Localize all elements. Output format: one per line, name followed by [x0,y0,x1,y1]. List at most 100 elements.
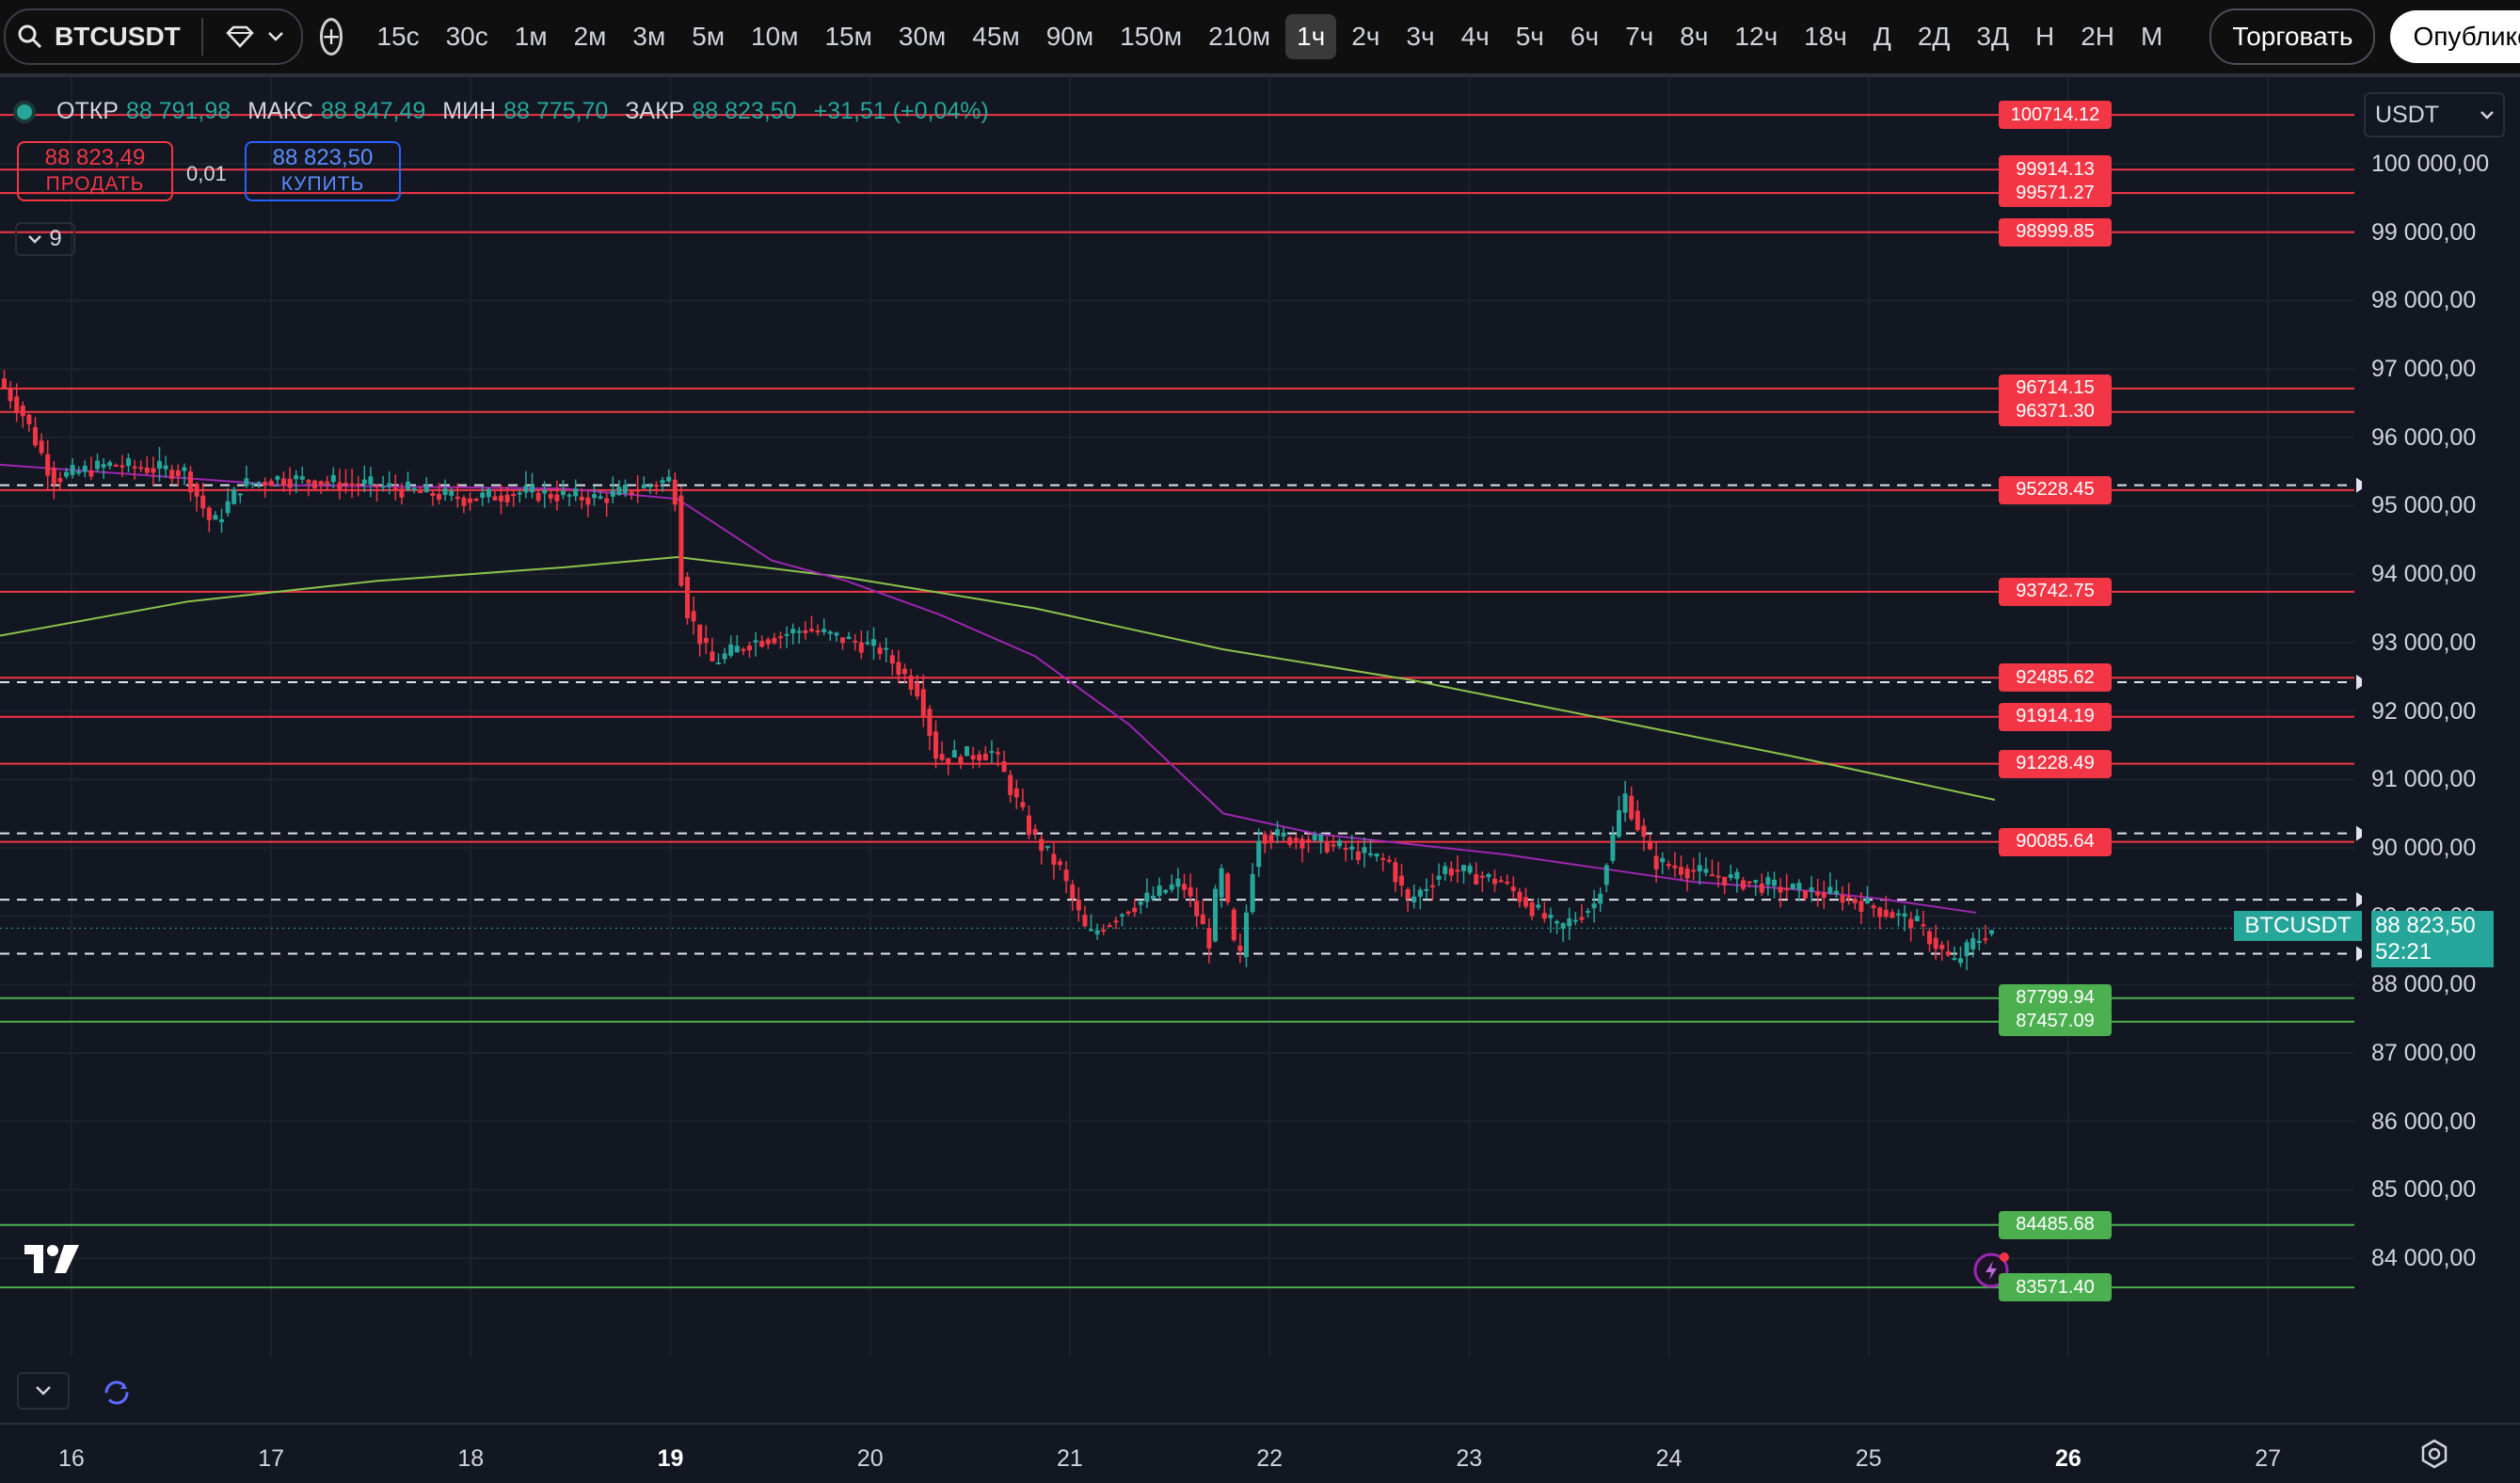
candle-body [566,494,572,497]
interval-19[interactable]: 7ч [1625,22,1654,51]
candle-body [299,476,305,480]
interval-2[interactable]: 1м [514,22,548,51]
interval-28[interactable]: М [2140,22,2163,51]
candle-body [1641,825,1647,837]
trade-button[interactable]: Торговать [2209,8,2376,65]
candle-body [623,485,628,494]
interval-7[interactable]: 15м [824,22,872,51]
buy-button[interactable]: 88 823,50 КУПИТЬ [245,141,401,201]
level-tag[interactable]: 90085.64 [1999,827,2112,856]
interval-25[interactable]: 3Д [1976,22,2009,51]
diamond-icon[interactable] [224,24,256,50]
candle-body [88,470,94,477]
level-tag[interactable]: 98999.85 [1999,217,2112,247]
add-compare-button[interactable]: + [319,18,343,56]
interval-21[interactable]: 12ч [1734,22,1778,51]
candle-body [1430,885,1435,887]
level-tag[interactable]: 95228.45 [1999,475,2112,504]
level-tag[interactable]: 84485.68 [1999,1210,2112,1239]
level-tag[interactable]: 91914.19 [1999,702,2112,731]
candle-body [1474,874,1479,885]
interval-22[interactable]: 18ч [1804,22,1847,51]
sell-button[interactable]: 88 823,49 ПРОДАТЬ [17,141,173,201]
candle-body [939,754,945,760]
interval-23[interactable]: Д [1873,22,1891,51]
candle-body [1703,869,1709,873]
settings-icon[interactable] [2418,1438,2450,1470]
candle-body [107,462,113,467]
interval-10[interactable]: 90м [1045,22,1094,51]
interval-20[interactable]: 8ч [1680,22,1709,51]
level-marker [2356,825,2362,841]
candle-body [418,491,423,494]
candle-body [113,464,119,467]
price-chart[interactable] [0,77,2362,1423]
interval-14[interactable]: 2ч [1351,22,1380,51]
interval-13[interactable]: 1ч [1285,14,1337,59]
interval-27[interactable]: 2Н [2081,22,2114,51]
candle-body [132,466,137,469]
level-tag[interactable]: 99571.27 [1999,179,2112,208]
interval-0[interactable]: 15с [376,22,420,51]
level-tag[interactable]: 91228.49 [1999,749,2112,778]
candle-body [965,746,969,757]
interval-8[interactable]: 30м [898,22,947,51]
candle-body [1206,928,1212,949]
candle-body [244,478,249,486]
candle-body [1586,910,1590,913]
candle-body [977,754,982,761]
candle-body [1927,931,1932,945]
last-price: 88 823,50 [2375,913,2476,938]
interval-11[interactable]: 150м [1120,22,1183,51]
candle-body [1306,839,1311,843]
interval-26[interactable]: Н [2034,22,2055,51]
level-tag[interactable]: 93742.75 [1999,577,2112,606]
candle-body [1989,930,1994,934]
currency-select[interactable]: USDT [2364,92,2505,137]
interval-12[interactable]: 210м [1208,22,1271,51]
candle-body [946,757,951,764]
candle-body [194,483,199,497]
interval-17[interactable]: 5ч [1515,22,1544,51]
candle-body [1877,907,1883,917]
candle-body [1952,958,1957,961]
chevron-down-icon[interactable] [267,31,284,42]
candle-body [1362,847,1367,853]
candle-body [1784,887,1790,891]
level-tag[interactable]: 100714.12 [1999,101,2112,130]
interval-6[interactable]: 10м [751,22,799,51]
price-axis-label: 84 000,00 [2371,1245,2477,1271]
candle-body [803,630,808,633]
interval-1[interactable]: 30с [445,22,488,51]
interval-3[interactable]: 2м [573,22,607,51]
sync-icon[interactable] [100,1376,134,1410]
candle-body [1231,909,1236,941]
level-tag[interactable]: 92485.62 [1999,663,2112,693]
candle-body [343,483,348,486]
level-tag[interactable]: 83571.40 [1999,1273,2112,1302]
indicators-toggle[interactable]: 9 [15,222,75,256]
price-axis[interactable]: 100 000,00 99 000,00 98 000,00 97 000,00 96 … [2362,77,2520,1423]
level-tag[interactable]: 96371.30 [1999,397,2112,426]
interval-18[interactable]: 6ч [1570,22,1600,51]
interval-9[interactable]: 45м [972,22,1020,51]
interval-15[interactable]: 3ч [1406,22,1435,51]
close-label: ЗАКР [625,98,685,124]
candle-body [1039,838,1045,852]
candle-body [703,638,709,644]
interval-4[interactable]: 3м [632,22,666,51]
candle-body [325,481,330,484]
candle-body [554,494,560,502]
time-axis-label: 16 [58,1445,85,1472]
time-axis[interactable]: 16 17 18 19 20 21 22 23 24 25 26 27 [0,1423,2520,1483]
candle-body [387,483,392,487]
interval-5[interactable]: 5м [692,22,726,51]
symbol-search[interactable]: BTCUSDT [4,8,303,65]
level-tag[interactable]: 87457.09 [1999,1007,2112,1036]
interval-16[interactable]: 4ч [1460,22,1490,51]
candle-body [392,487,398,490]
bottom-collapse-button[interactable] [17,1372,70,1410]
interval-24[interactable]: 2Д [1917,22,1951,51]
candle-body [1448,868,1454,876]
publish-button[interactable]: Опублико [2390,10,2520,63]
